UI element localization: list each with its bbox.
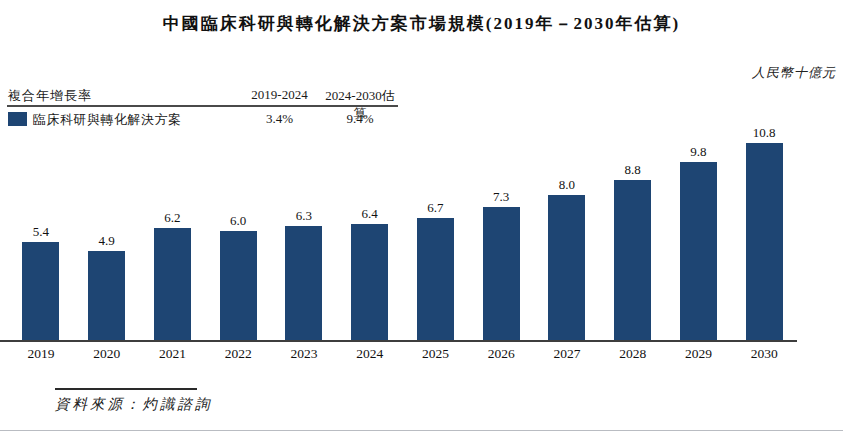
x-tick-label-2029: 2029 xyxy=(666,346,732,362)
x-tick-label-2025: 2025 xyxy=(403,346,469,362)
x-tick-label-2020: 2020 xyxy=(74,346,140,362)
bar-column-2019: 5.4 xyxy=(8,225,74,341)
bar-column-2030: 10.8 xyxy=(731,126,797,341)
page-bottom-border xyxy=(0,430,843,431)
x-tick-label-2022: 2022 xyxy=(205,346,271,362)
bar-column-2025: 6.7 xyxy=(403,201,469,341)
bar-value-label-2030: 10.8 xyxy=(753,126,776,139)
bar-column-2021: 6.2 xyxy=(140,211,206,342)
bar-2024 xyxy=(351,224,388,341)
bar-column-2027: 8.0 xyxy=(534,178,600,341)
bar-value-label-2026: 7.3 xyxy=(493,190,509,203)
bar-column-2023: 6.3 xyxy=(271,209,337,341)
bar-2021 xyxy=(154,228,191,342)
cagr-table-title: 複合年增長率 xyxy=(8,87,92,105)
bar-value-label-2022: 6.0 xyxy=(230,214,246,227)
series-legend-swatch xyxy=(8,112,27,126)
cagr-legend-table: 複合年增長率 2019-2024 2024-2030估算 臨床科研與轉化解決方案… xyxy=(7,86,398,128)
x-tick-label-2027: 2027 xyxy=(534,346,600,362)
x-tick-label-2024: 2024 xyxy=(337,346,403,362)
x-axis-tick-labels: 2019202020212022202320242025202620272028… xyxy=(8,346,797,362)
bar-plot-area: 5.4 4.9 6.2 6.0 6.3 6.4 6.7 7.3 8.0 8.8 9.8 10.8 xyxy=(8,127,797,341)
bar-2023 xyxy=(285,226,322,341)
x-tick-label-2023: 2023 xyxy=(271,346,337,362)
x-tick-label-2028: 2028 xyxy=(600,346,666,362)
x-tick-label-2026: 2026 xyxy=(468,346,534,362)
bar-column-2028: 8.8 xyxy=(600,163,666,341)
bar-column-2026: 7.3 xyxy=(468,190,534,341)
bar-value-label-2028: 8.8 xyxy=(625,163,641,176)
bar-2027 xyxy=(548,195,585,341)
x-tick-label-2019: 2019 xyxy=(8,346,74,362)
bar-value-label-2027: 8.0 xyxy=(559,178,575,191)
y-axis-unit-label: 人民幣十億元 xyxy=(752,64,836,82)
bar-column-2029: 9.8 xyxy=(666,145,732,341)
bar-2029 xyxy=(680,162,717,341)
source-divider-line xyxy=(55,388,197,390)
cagr-value-2019-2024: 3.4% xyxy=(242,111,317,127)
chart-title: 中國臨床科研與轉化解決方案市場規模(2019年－2030年估算) xyxy=(0,12,843,35)
source-attribution: 資料來源：灼識諮詢 xyxy=(55,395,213,414)
bar-value-label-2019: 5.4 xyxy=(33,225,49,238)
x-tick-label-2021: 2021 xyxy=(140,346,206,362)
x-tick-label-2030: 2030 xyxy=(731,346,797,362)
bar-value-label-2029: 9.8 xyxy=(690,145,706,158)
cagr-table-divider xyxy=(7,105,398,107)
bar-value-label-2020: 4.9 xyxy=(99,234,115,247)
bar-value-label-2024: 6.4 xyxy=(362,207,378,220)
bar-value-label-2021: 6.2 xyxy=(164,211,180,224)
bar-column-2020: 4.9 xyxy=(74,234,140,341)
bar-2020 xyxy=(88,251,125,341)
bar-2025 xyxy=(417,218,454,341)
bar-value-label-2025: 6.7 xyxy=(427,201,443,214)
chart-page: 中國臨床科研與轉化解決方案市場規模(2019年－2030年估算) 人民幣十億元 … xyxy=(0,0,843,432)
x-axis-line xyxy=(0,340,797,342)
bar-column-2024: 6.4 xyxy=(337,207,403,341)
cagr-header-row: 複合年增長率 2019-2024 2024-2030估算 xyxy=(7,86,398,104)
cagr-value-2024-2030: 9.4% xyxy=(320,111,400,127)
bar-2028 xyxy=(614,180,651,341)
bar-2022 xyxy=(220,231,257,341)
bar-2030 xyxy=(746,143,783,341)
bar-value-label-2023: 6.3 xyxy=(296,209,312,222)
cagr-column-header-2019-2024: 2019-2024 xyxy=(242,87,317,103)
bar-2026 xyxy=(483,207,520,341)
cagr-data-row: 臨床科研與轉化解決方案 3.4% 9.4% xyxy=(7,111,398,127)
bar-2019 xyxy=(22,242,59,341)
bar-column-2022: 6.0 xyxy=(205,214,271,341)
